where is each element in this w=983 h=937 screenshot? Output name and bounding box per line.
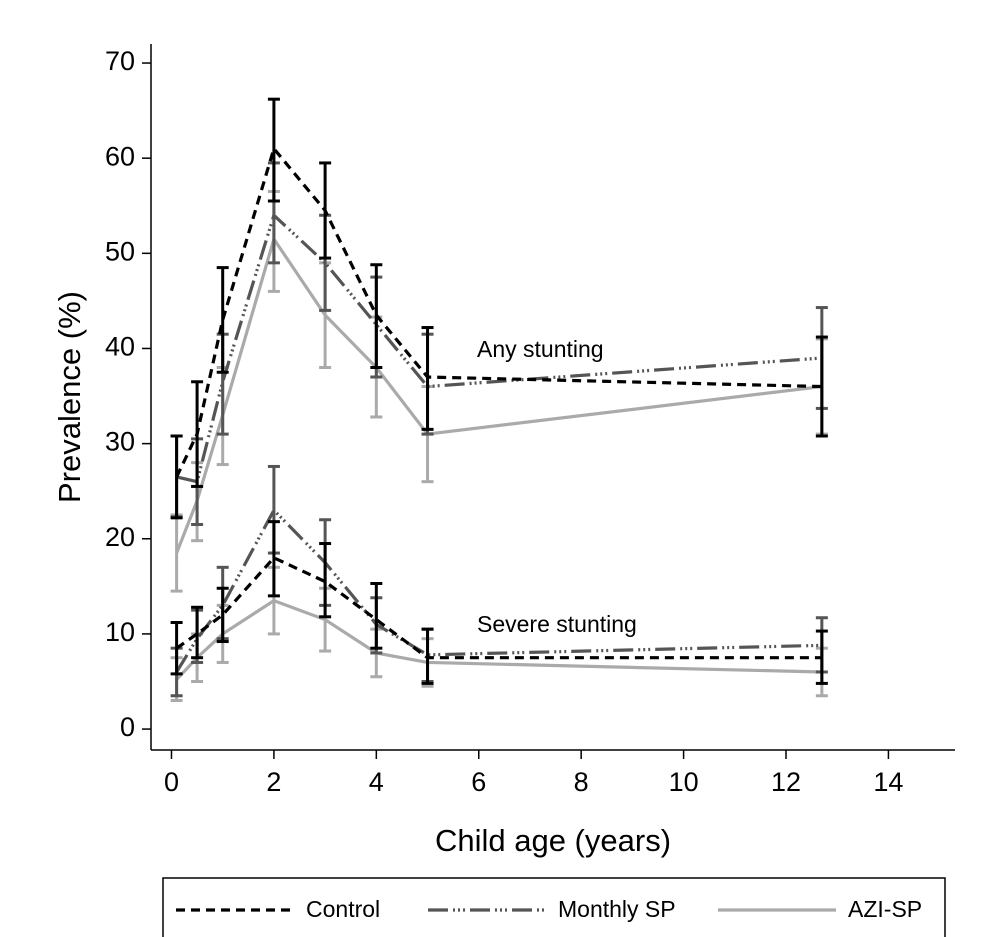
x-tick-label: 8 bbox=[574, 767, 589, 797]
y-tick-label: 0 bbox=[120, 712, 135, 742]
legend-box bbox=[162, 877, 946, 937]
x-tick-label: 6 bbox=[471, 767, 486, 797]
error-bar bbox=[170, 621, 183, 676]
y-tick-label: 30 bbox=[105, 427, 135, 457]
x-tick-label: 4 bbox=[369, 767, 384, 797]
legend-label: AZI-SP bbox=[848, 896, 922, 922]
x-tick-label: 10 bbox=[669, 767, 699, 797]
error-bar bbox=[191, 605, 204, 660]
error-bar bbox=[267, 520, 280, 598]
error-bar bbox=[267, 97, 280, 203]
series-line bbox=[175, 555, 822, 660]
legend-label: Control bbox=[306, 896, 380, 922]
x-tick-label: 2 bbox=[266, 767, 281, 797]
error-bar bbox=[216, 266, 229, 374]
series-line bbox=[175, 145, 822, 478]
annotation: Severe stunting bbox=[477, 611, 637, 637]
y-axis-title: Prevalence (%) bbox=[52, 291, 87, 503]
y-tick-label: 50 bbox=[105, 236, 135, 266]
y-tick-label: 60 bbox=[105, 141, 135, 171]
series-line bbox=[176, 212, 822, 484]
legend-label: Monthly SP bbox=[558, 896, 676, 922]
x-tick-label: 14 bbox=[873, 767, 903, 797]
x-tick-label: 12 bbox=[771, 767, 801, 797]
error-bar bbox=[370, 581, 383, 650]
y-tick-label: 10 bbox=[105, 617, 135, 647]
x-axis-title: Child age (years) bbox=[435, 823, 671, 858]
error-bar bbox=[815, 335, 828, 438]
annotation: Any stunting bbox=[477, 336, 604, 362]
error-bar bbox=[319, 542, 332, 619]
error-bar bbox=[216, 586, 229, 644]
x-tick-label: 0 bbox=[164, 767, 179, 797]
y-tick-label: 70 bbox=[105, 46, 135, 76]
y-tick-label: 40 bbox=[105, 332, 135, 362]
y-tick-label: 20 bbox=[105, 522, 135, 552]
series-line bbox=[175, 598, 822, 681]
